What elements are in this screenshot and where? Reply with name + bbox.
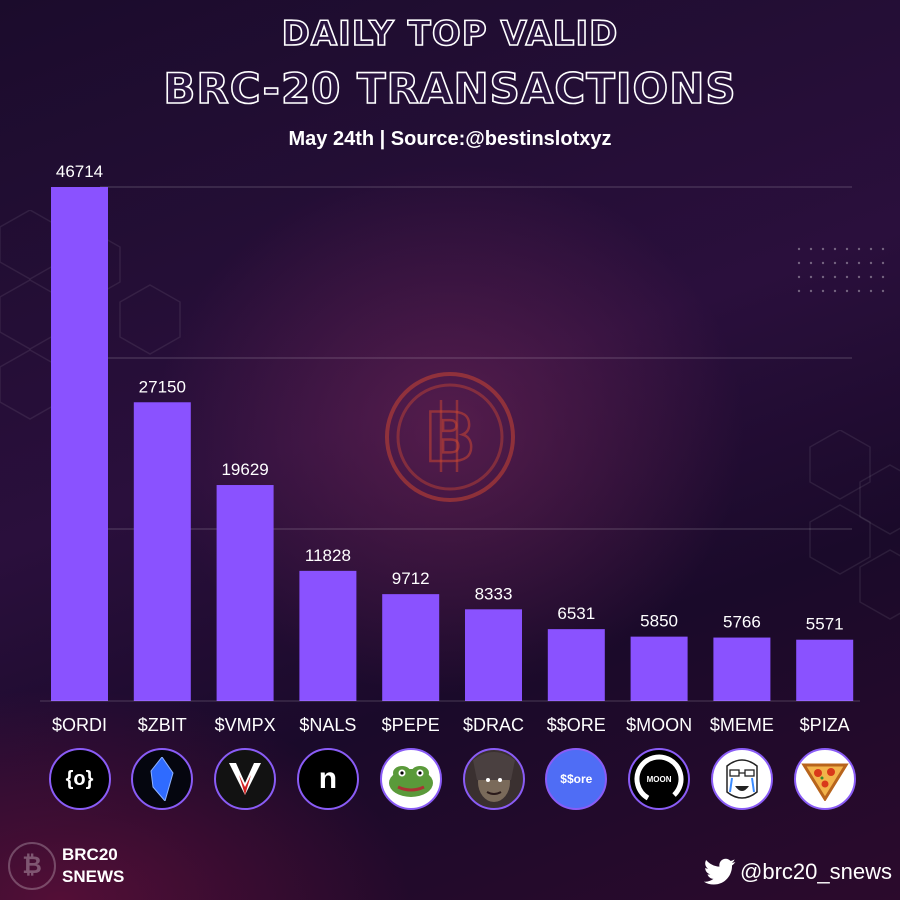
category-label: $ORDI bbox=[52, 715, 107, 735]
category-label: $NALS bbox=[299, 715, 356, 735]
dot-grid-decoration bbox=[797, 247, 885, 293]
v-shape bbox=[229, 763, 262, 795]
bitcoin-logo-icon: ₿ bbox=[8, 842, 56, 890]
bar-value-label: 11828 bbox=[305, 546, 351, 565]
svg-text:B: B bbox=[424, 399, 476, 478]
bitcoin-watermark-icon: B bbox=[385, 372, 515, 502]
bar bbox=[796, 639, 854, 701]
bar-value-label: 19629 bbox=[221, 460, 268, 479]
zbit-logo-icon bbox=[131, 748, 194, 810]
bar bbox=[133, 402, 191, 701]
category-label: $VMPX bbox=[215, 715, 276, 735]
bar-value-label: 6531 bbox=[557, 604, 595, 623]
footer-brand: ₿ BRC20 SNEWS bbox=[8, 842, 124, 890]
category-label: $PEPE bbox=[382, 715, 440, 735]
bar-value-label: 9712 bbox=[392, 569, 430, 588]
category-label: $PIZA bbox=[800, 715, 850, 735]
brand-line1: BRC20 bbox=[62, 845, 118, 864]
nals-logo-icon: n bbox=[296, 748, 359, 810]
hexagon-decoration-right bbox=[809, 430, 900, 620]
drac-logo-icon bbox=[462, 748, 525, 810]
crystal-shape bbox=[150, 757, 174, 801]
bar bbox=[547, 629, 605, 701]
bar bbox=[382, 594, 440, 701]
bar bbox=[713, 637, 771, 701]
pizza-slice-shape bbox=[800, 763, 849, 801]
logo-text: $$ore bbox=[560, 772, 593, 786]
ore-logo-icon: $$ore bbox=[545, 748, 608, 810]
chart-title-line2: BRC-20 TRANSACTIONS bbox=[163, 63, 737, 114]
moon-crescent-shape bbox=[634, 754, 684, 804]
moon-logo-icon: MOON bbox=[628, 748, 691, 810]
chart-subtitle: May 24th | Source:@bestinslotxyz bbox=[288, 128, 612, 150]
meme-logo-icon bbox=[710, 748, 773, 810]
twitter-bird-icon bbox=[704, 858, 736, 885]
bar bbox=[465, 609, 522, 701]
bar-chart: 46714 $ORDI 27150 $ZBIT 19629 $VMPX 11828 $NALS… bbox=[51, 162, 854, 735]
piza-logo-icon bbox=[793, 748, 856, 810]
category-label: $DRAC bbox=[463, 715, 524, 735]
logo-text: MOON bbox=[646, 774, 672, 784]
logo-text: n bbox=[318, 762, 338, 795]
bar bbox=[216, 485, 274, 701]
dracula-face-shape bbox=[472, 752, 515, 802]
twitter-handle[interactable]: @brc20_snews bbox=[704, 858, 892, 886]
bar bbox=[51, 187, 108, 701]
bar-value-label: 8333 bbox=[475, 584, 513, 603]
bar bbox=[630, 636, 688, 701]
crying-face-shape bbox=[726, 759, 758, 799]
bar-value-label: 27150 bbox=[139, 377, 186, 396]
bar bbox=[299, 570, 357, 701]
bar-value-label: 5571 bbox=[806, 615, 844, 634]
bar-value-label: 5850 bbox=[640, 612, 678, 631]
logo-text: {o} bbox=[65, 767, 94, 790]
category-label: $ZBIT bbox=[138, 715, 187, 735]
chart-title-line1: DAILY TOP VALID bbox=[281, 13, 619, 55]
category-label: $MOON bbox=[626, 715, 692, 735]
category-label: $MEME bbox=[710, 715, 774, 735]
twitter-handle-text: @brc20_snews bbox=[740, 859, 892, 884]
frog-shape bbox=[388, 766, 433, 797]
bar-value-label: 5766 bbox=[723, 613, 761, 632]
brand-line2: SNEWS bbox=[62, 867, 125, 886]
bar-value-label: 46714 bbox=[56, 162, 103, 181]
vmpx-logo-icon bbox=[214, 748, 277, 810]
category-label: $$ORE bbox=[547, 715, 606, 735]
ordi-logo-icon: {o} bbox=[48, 748, 111, 810]
pepe-logo-icon bbox=[379, 748, 442, 810]
